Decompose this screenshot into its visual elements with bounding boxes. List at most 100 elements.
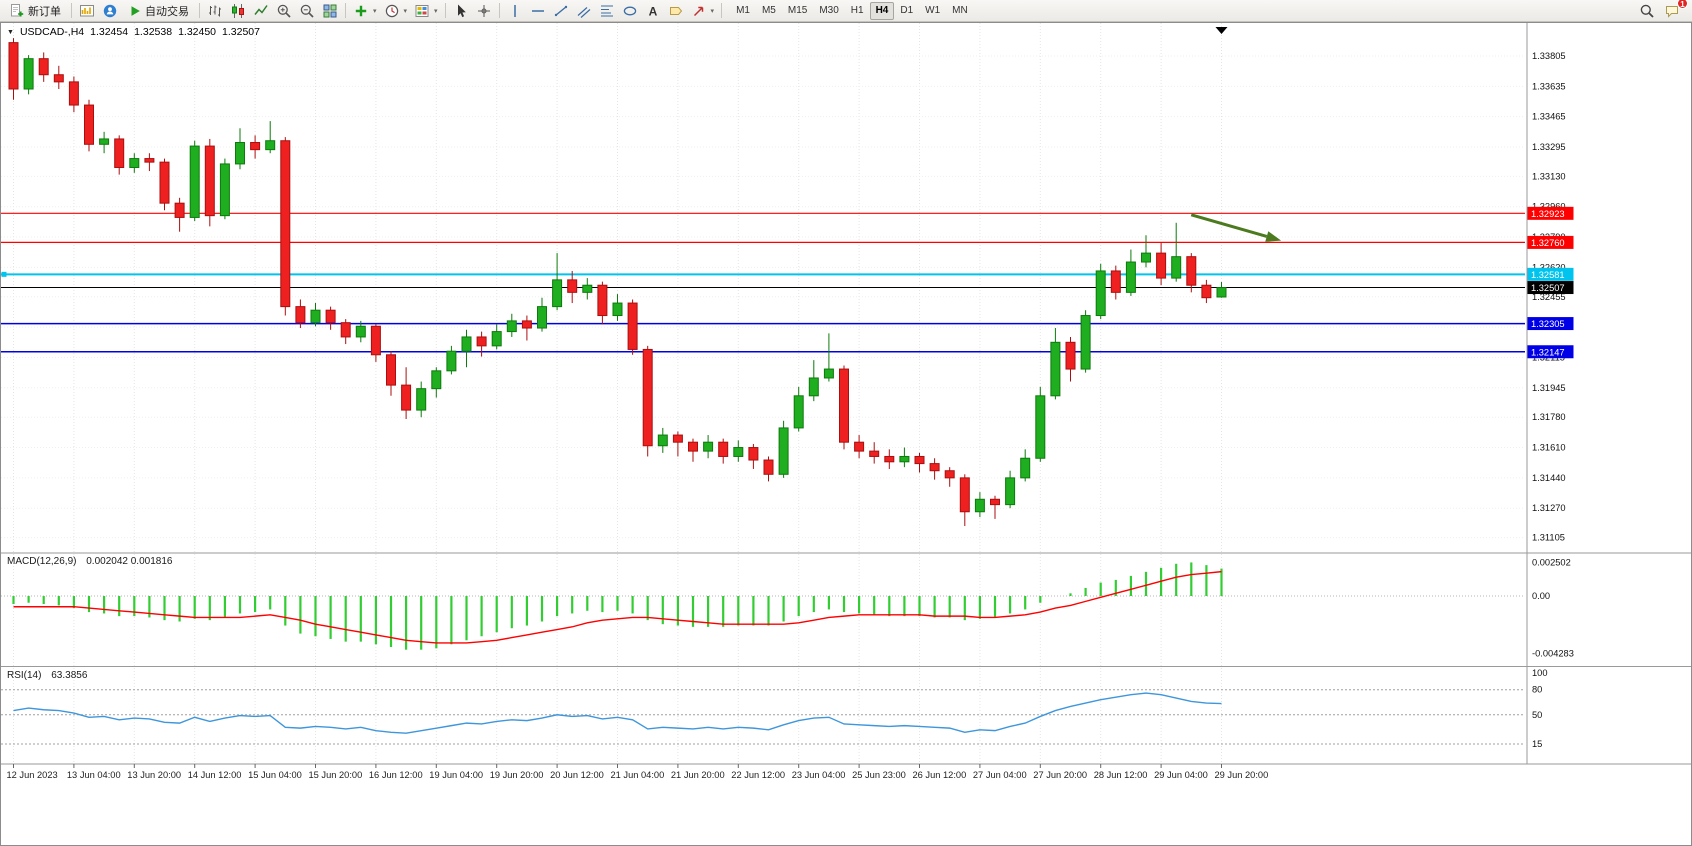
timeframe-d1-button[interactable]: D1	[894, 2, 919, 20]
toolbar-separator	[345, 3, 346, 18]
text-label-icon	[669, 6, 682, 15]
tile-windows-button[interactable]	[319, 1, 341, 21]
autotrading-button[interactable]: 自动交易	[122, 1, 195, 21]
timeframe-h1-button[interactable]: H1	[845, 2, 870, 20]
symbol-info: ▼ USDCAD-,H4 1.32454 1.32538 1.32450 1.3…	[7, 26, 260, 38]
zoom-in-button[interactable]	[273, 1, 295, 21]
price-chart-canvas[interactable]: 1.33805 1.33635 1.33465 1.33295 1.33130 1.329…	[1, 23, 1691, 845]
text-button[interactable]: A	[642, 1, 664, 21]
market-watch-icon	[80, 4, 94, 16]
macd-values: 0.002042 0.001816	[86, 556, 173, 567]
svg-text:13 Jun 04:00: 13 Jun 04:00	[67, 770, 121, 780]
community-button[interactable]	[99, 1, 121, 21]
macd-label: MACD(12,26,9)	[7, 556, 77, 567]
zoom-out-button[interactable]	[296, 1, 318, 21]
svg-text:50: 50	[1532, 710, 1542, 720]
svg-text:20 Jun 12:00: 20 Jun 12:00	[550, 770, 604, 780]
periods-button[interactable]: ▾	[381, 1, 411, 21]
toolbar-separator	[721, 3, 723, 18]
svg-text:1.33635: 1.33635	[1532, 81, 1566, 91]
timeframe-w1-button[interactable]: W1	[919, 2, 946, 20]
notifications-wrap: 1	[1661, 0, 1688, 21]
svg-text:16 Jun 12:00: 16 Jun 12:00	[369, 770, 423, 780]
symbol-period-label: USDCAD-,H4	[19, 26, 85, 38]
svg-text:22 Jun 12:00: 22 Jun 12:00	[731, 770, 785, 780]
svg-text:27 Jun 20:00: 27 Jun 20:00	[1033, 770, 1087, 780]
svg-text:1.33130: 1.33130	[1532, 171, 1566, 181]
toolbar-separator	[199, 3, 200, 18]
channel-button[interactable]	[573, 1, 595, 21]
zoom-in-icon	[277, 4, 291, 18]
search-button[interactable]	[1636, 1, 1658, 21]
zoom-out-icon	[300, 4, 314, 18]
svg-text:1.31610: 1.31610	[1532, 443, 1566, 453]
fibonacci-icon	[600, 5, 613, 16]
svg-text:1.32455: 1.32455	[1532, 292, 1566, 302]
shapes-button[interactable]	[619, 1, 641, 21]
chevron-down-icon: ▾	[434, 7, 438, 15]
svg-text:28 Jun 12:00: 28 Jun 12:00	[1094, 770, 1148, 780]
templates-button[interactable]: ▾	[411, 1, 441, 21]
indicators-button[interactable]: ▾	[350, 1, 380, 21]
search-icon	[1640, 4, 1654, 18]
svg-text:29 Jun 04:00: 29 Jun 04:00	[1154, 770, 1208, 780]
text-label-button[interactable]	[665, 1, 687, 21]
svg-text:-0.004283: -0.004283	[1532, 648, 1574, 658]
symbol-dropdown-icon[interactable]: ▼	[7, 28, 14, 36]
ohlc-close: 1.32507	[222, 26, 260, 38]
svg-text:A: A	[648, 4, 657, 18]
autotrading-label: 自动交易	[145, 5, 189, 18]
svg-text:0.002502: 0.002502	[1532, 557, 1571, 567]
svg-text:100: 100	[1532, 668, 1548, 678]
svg-text:12 Jun 2023: 12 Jun 2023	[7, 770, 58, 780]
new-order-button[interactable]: 新订单	[3, 1, 67, 21]
new-order-icon	[11, 3, 24, 16]
timeframe-mn-button[interactable]: MN	[946, 2, 974, 20]
svg-text:19 Jun 04:00: 19 Jun 04:00	[429, 770, 483, 780]
svg-text:1.32760: 1.32760	[1531, 238, 1565, 248]
cursor-icon	[457, 4, 466, 17]
text-icon: A	[648, 4, 657, 18]
fibonacci-button[interactable]	[596, 1, 618, 21]
svg-text:14 Jun 12:00: 14 Jun 12:00	[188, 770, 242, 780]
svg-text:80: 80	[1532, 685, 1542, 695]
vertical-line-button[interactable]	[504, 1, 526, 21]
macd-pane-label: MACD(12,26,9) 0.002042 0.001816	[7, 556, 172, 567]
svg-text:26 Jun 12:00: 26 Jun 12:00	[913, 770, 967, 780]
timeframe-m30-button[interactable]: M30	[813, 2, 844, 20]
svg-text:1.32923: 1.32923	[1531, 209, 1565, 219]
crosshair-button[interactable]	[473, 1, 495, 21]
svg-text:15 Jun 20:00: 15 Jun 20:00	[309, 770, 363, 780]
timeframe-m1-button[interactable]: M1	[730, 2, 756, 20]
svg-text:1.33295: 1.33295	[1532, 142, 1566, 152]
clock-icon	[385, 4, 398, 17]
svg-text:27 Jun 04:00: 27 Jun 04:00	[973, 770, 1027, 780]
vertical-line-icon	[513, 4, 516, 17]
bar-chart-icon	[209, 5, 221, 16]
main-toolbar: 新订单 自动交易 ▾ ▾ ▾	[0, 0, 1692, 22]
line-chart-button[interactable]	[250, 1, 272, 21]
horizontal-line-icon	[531, 9, 544, 12]
community-icon	[103, 4, 117, 17]
timeframe-h4-button[interactable]: H4	[869, 1, 895, 20]
trendline-button[interactable]	[550, 1, 572, 21]
svg-text:1.32620: 1.32620	[1532, 262, 1566, 272]
notification-badge[interactable]: 1	[1677, 0, 1688, 9]
cursor-button[interactable]	[450, 1, 472, 21]
svg-text:13 Jun 20:00: 13 Jun 20:00	[127, 770, 181, 780]
ohlc-open: 1.32454	[90, 26, 129, 38]
bar-chart-button[interactable]	[204, 1, 226, 21]
candlestick-chart-button[interactable]	[227, 1, 249, 21]
timeframe-m15-button[interactable]: M15	[782, 2, 813, 20]
timeframe-m5-button[interactable]: M5	[756, 2, 782, 20]
svg-text:1.33465: 1.33465	[1532, 112, 1566, 122]
arrows-button[interactable]: ▾	[688, 1, 718, 21]
chart-window: 1.33805 1.33635 1.33465 1.33295 1.33130 1.329…	[0, 22, 1692, 846]
channel-icon	[577, 6, 590, 18]
horizontal-line-button[interactable]	[527, 1, 549, 21]
rsi-value: 63.3856	[51, 670, 88, 681]
svg-text:1.32960: 1.32960	[1532, 202, 1566, 212]
market-watch-button[interactable]	[76, 1, 98, 21]
line-chart-icon	[254, 4, 268, 15]
chevron-down-icon: ▾	[373, 7, 377, 15]
